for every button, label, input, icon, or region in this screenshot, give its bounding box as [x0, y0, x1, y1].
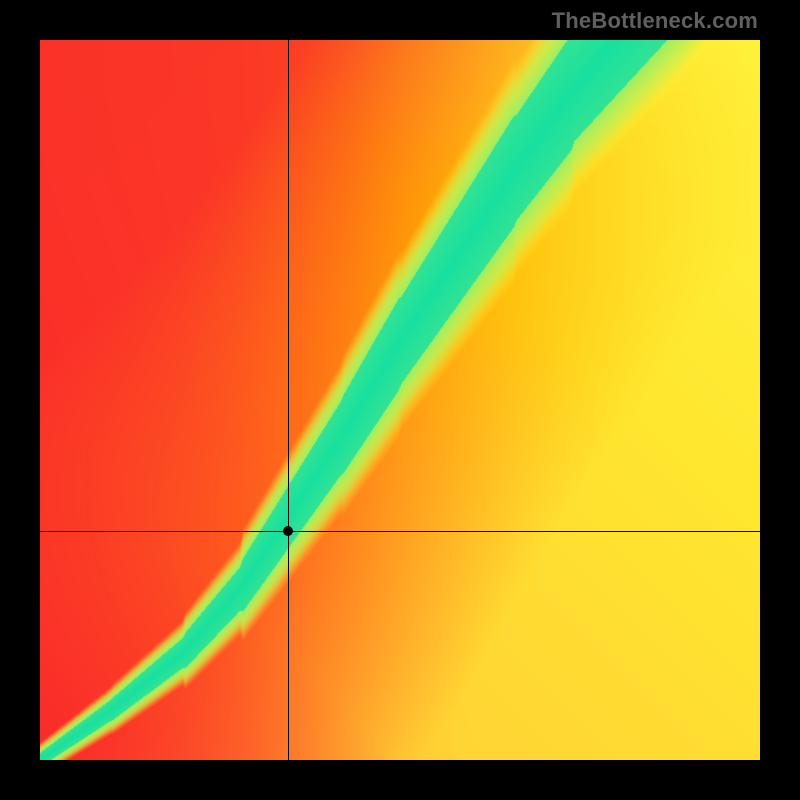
heatmap-plot	[40, 40, 760, 760]
watermark-text: TheBottleneck.com	[552, 8, 758, 34]
crosshair-horizontal	[40, 531, 760, 532]
crosshair-vertical	[288, 40, 289, 760]
